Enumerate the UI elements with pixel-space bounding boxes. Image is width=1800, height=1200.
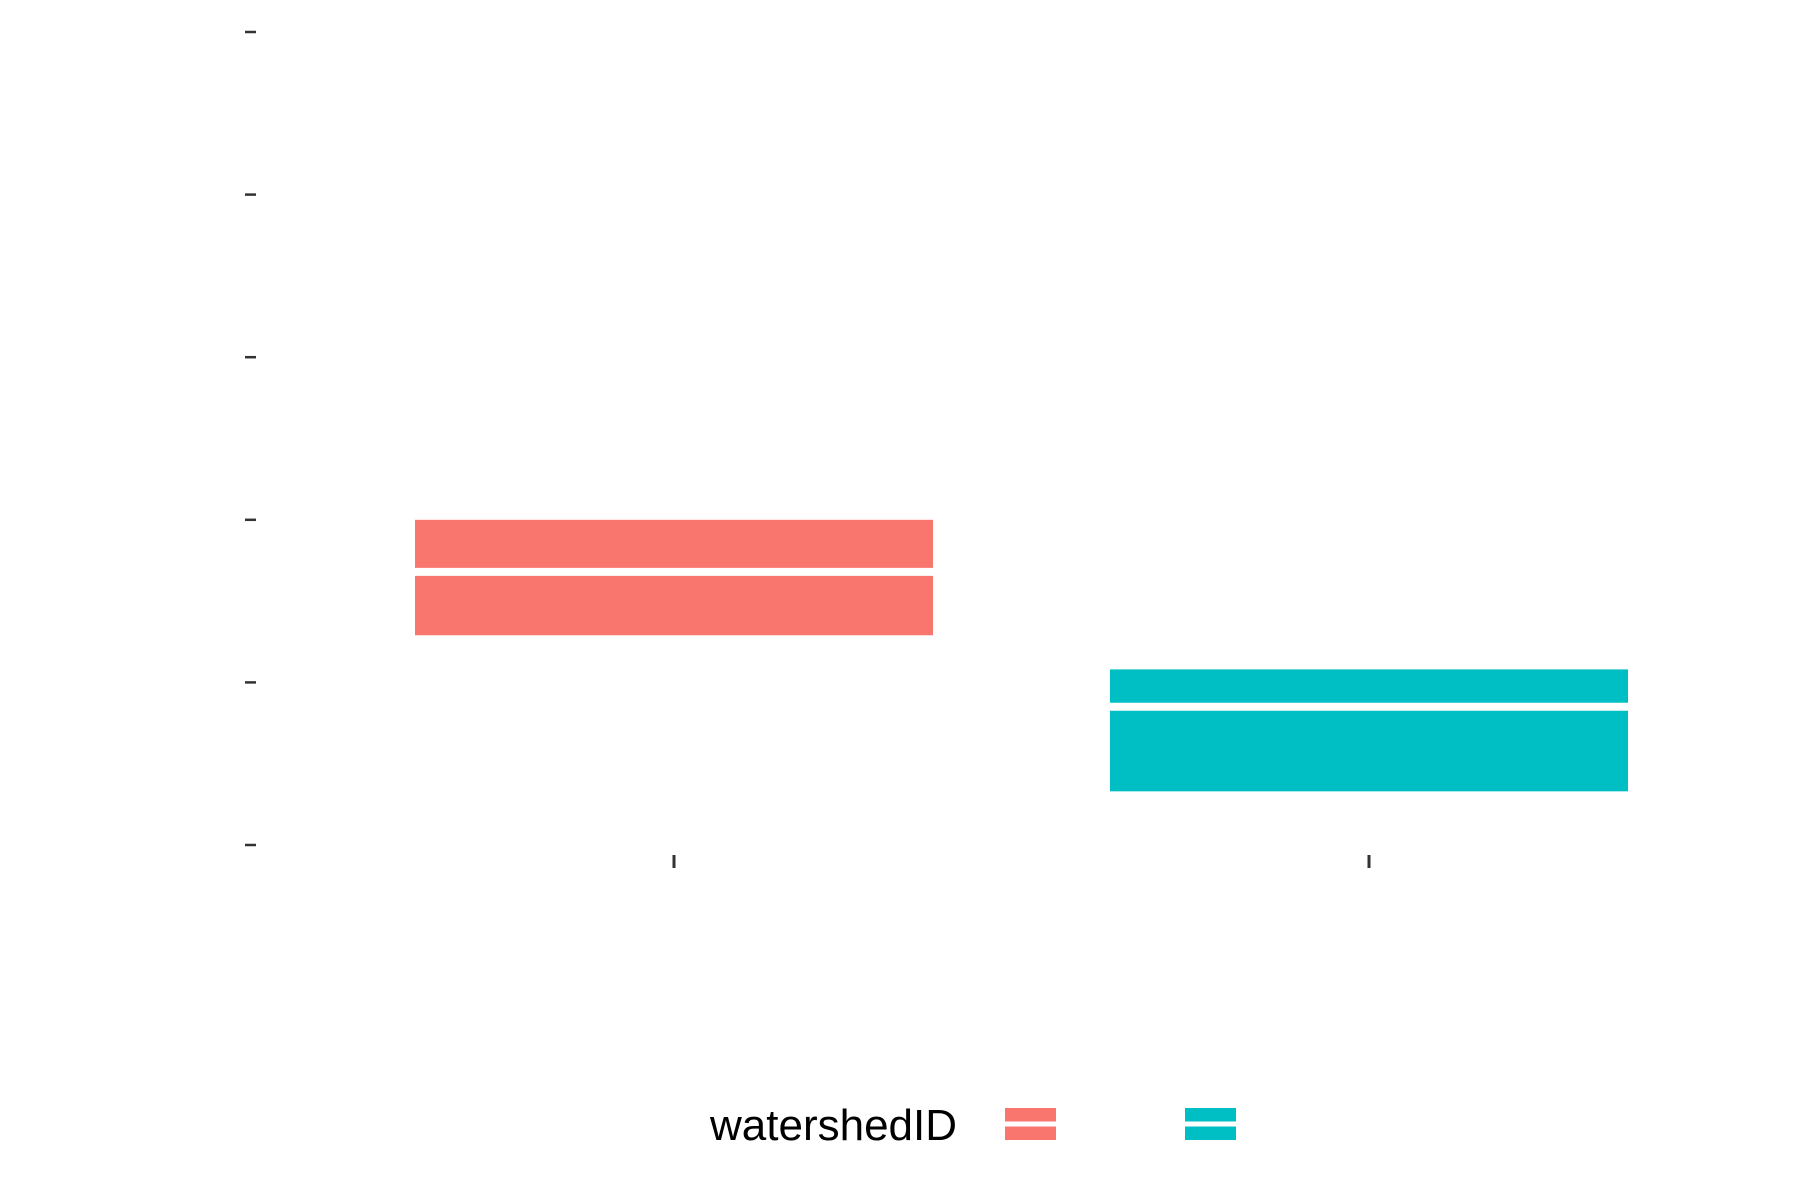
plot-area [415, 519, 1628, 792]
legend-title: watershedID [709, 1101, 957, 1150]
box-1 [1110, 669, 1628, 792]
x-axis [672, 855, 1371, 868]
y-axis [245, 30, 256, 847]
legend-keys [1005, 1108, 1236, 1140]
box-0 [415, 519, 933, 636]
legend: watershedID [709, 1101, 1236, 1150]
